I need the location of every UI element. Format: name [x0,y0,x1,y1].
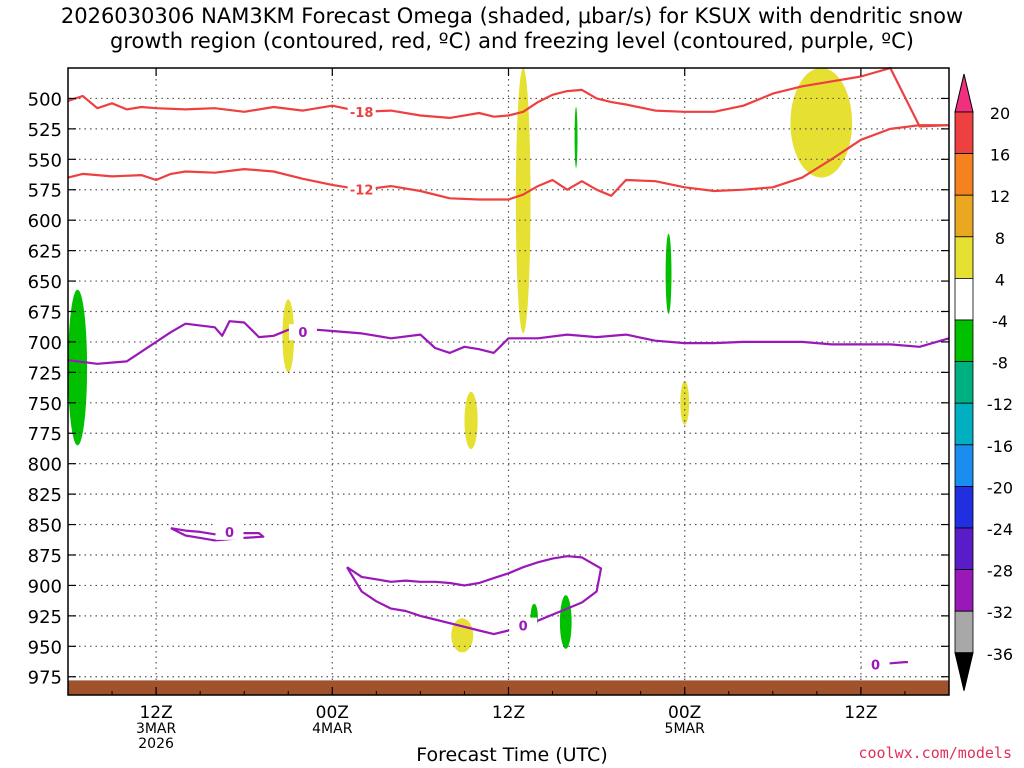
contour-label-0: -18 [350,106,374,121]
colorbar-top-arrow [954,73,974,113]
colorbar-seg-6 [954,319,974,362]
contour-line-2 [67,320,950,365]
y-tick-label-750: 750 [28,394,62,415]
x-axis-title: Forecast Time (UTC) [416,744,608,766]
omega-region-7 [574,106,578,168]
colorbar: 20 16 12 8 4 -4 -8 -12 -16 -20 -24 -28 -32 -36 [954,73,1013,691]
x-tick-label-18-0: 00Z [316,703,349,723]
y-tick-label-725: 725 [28,363,62,384]
omega-region-3 [464,391,478,450]
colorbar-label-9: -20 [987,478,1013,497]
y-tick-label-700: 700 [28,333,62,354]
colorbar-label-1: 16 [990,146,1010,165]
contour-line-4 [170,527,265,542]
colorbar-seg-5 [954,277,974,321]
y-tick-label-625: 625 [28,242,62,263]
y-tick-label-875: 875 [28,546,62,567]
colorbar-label-3: 8 [995,229,1005,248]
contour-label-5: 0 [871,659,880,674]
omega-region-2 [282,299,295,373]
y-tick-label-900: 900 [28,576,62,597]
y-tick-label-850: 850 [28,516,62,537]
colorbar-seg-3 [954,194,974,238]
omega-region-1 [790,68,853,178]
contour-label-bg-1 [347,181,376,198]
x-tick-label-6-2: 2026 [138,736,174,752]
colorbar-seg-10 [954,485,974,529]
grid-layer [68,68,949,695]
y-tick-label-800: 800 [28,455,62,476]
omega-region-10 [559,595,572,649]
y-tick-label-975: 975 [28,668,62,689]
contour-label-bg-2 [288,324,317,341]
y-tick-label-525: 525 [28,120,62,141]
colorbar-label-7: -12 [987,395,1013,414]
colorbar-seg-11 [954,527,974,570]
chart-title: 2026030306 NAM3KM Forecast Omega (shaded… [0,4,1024,54]
contour-label-3: 0 [519,620,528,635]
colorbar-seg-12 [954,569,974,612]
credit-link[interactable]: coolwx.com/models [858,744,1012,762]
contour-line-3 [346,555,603,636]
x-tick-label-6-0: 12Z [139,703,172,723]
colorbar-label-2: 12 [990,187,1010,206]
y-tick-label-950: 950 [28,637,62,658]
contour-label-bg-3 [509,617,538,634]
colorbar-seg-9 [954,444,974,487]
omega-region-0 [515,68,531,334]
y-tick-label-600: 600 [28,211,62,232]
omega-region-8 [665,233,672,314]
x-tick-label-6-1: 3MAR [136,721,177,737]
title-line-1: 2026030306 NAM3KM Forecast Omega (shaded… [60,4,964,28]
x-tick-label-30-0: 12Z [492,703,525,723]
y-tick-label-500: 500 [28,89,62,110]
colorbar-seg-13 [954,610,974,654]
colorbar-seg-4 [954,236,974,279]
y-tick-label-925: 925 [28,607,62,628]
colorbar-seg-7 [954,361,974,404]
colorbar-label-6: -8 [992,354,1008,373]
y-tick-label-825: 825 [28,485,62,506]
contour-label-4: 0 [225,526,234,541]
x-tick-label-54-0: 12Z [844,703,877,723]
y-tick-label-675: 675 [28,302,62,323]
y-tick-label-575: 575 [28,181,62,202]
colorbar-label-11: -28 [987,562,1013,581]
contour-label-2: 0 [298,326,307,341]
colorbar-seg-1 [954,111,974,154]
contour-layer: -18 -12 0 0 0 0 [67,66,950,674]
contour-label-1: -12 [350,184,374,199]
colorbar-bottom-arrow [954,652,974,691]
colorbar-label-13: -36 [987,645,1013,664]
omega-region-6 [68,289,88,446]
colorbar-label-8: -16 [987,437,1013,456]
contour-label-bg-0 [347,103,376,120]
contour-label-bg-4 [215,523,244,540]
x-tick-label-42-1: 5MAR [665,721,706,737]
contour-line-1 [67,124,949,201]
colorbar-seg-2 [954,153,974,196]
omega-fill-layer [68,68,853,653]
colorbar-seg-8 [954,402,974,446]
x-tick-label-18-1: 4MAR [312,721,353,737]
title-line-2: growth region (contoured, red, ºC) and f… [110,29,914,53]
colorbar-label-5: -4 [992,312,1008,331]
colorbar-label-4: 4 [995,270,1005,289]
colorbar-label-12: -32 [987,603,1013,622]
y-axis: 500 525 550 575 600 625 650 675 700 725 750 775 800 8… [28,89,949,689]
x-tick-label-42-0: 00Z [668,703,701,723]
y-tick-label-650: 650 [28,272,62,293]
colorbar-label-10: -24 [987,520,1013,539]
y-tick-label-550: 550 [28,150,62,171]
y-tick-label-775: 775 [28,424,62,445]
contour-label-bg-5 [861,656,890,673]
colorbar-label-0: 20 [990,104,1010,123]
contour-line-0 [67,66,950,128]
